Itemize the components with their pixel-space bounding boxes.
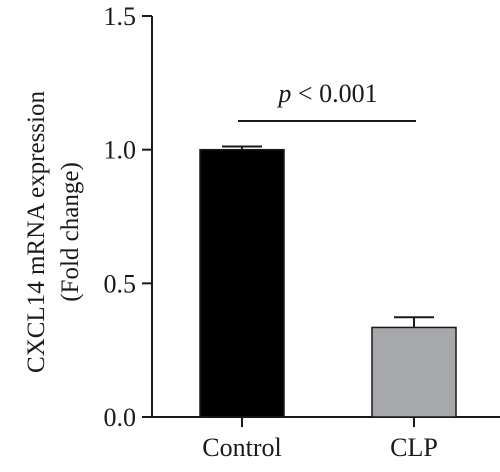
x-axis: Control CLP: [152, 416, 500, 462]
y-tick-label: 0.0: [104, 403, 137, 432]
p-symbol: p: [276, 79, 291, 108]
x-tick-label-control: Control: [202, 433, 281, 462]
bar-control: [199, 148, 285, 418]
p-value-label: p < 0.001: [276, 79, 377, 108]
y-axis-title-line-2: (Fold change): [57, 162, 84, 302]
bar-clp: [371, 326, 457, 418]
y-tick-label: 1.0: [104, 136, 137, 165]
significance-annotation: p < 0.001: [238, 79, 416, 122]
error-bars: [222, 145, 434, 328]
x-tick-label-clp: CLP: [390, 433, 438, 462]
y-tick-label: 0.5: [104, 269, 137, 298]
y-tick-label: 1.5: [104, 2, 137, 31]
y-axis-title-line-1: CXCL14 mRNA expression: [23, 91, 50, 373]
p-threshold: < 0.001: [291, 79, 377, 108]
bars: [199, 148, 457, 418]
y-axis: 0.0 0.5 1.0 1.5: [104, 2, 153, 432]
